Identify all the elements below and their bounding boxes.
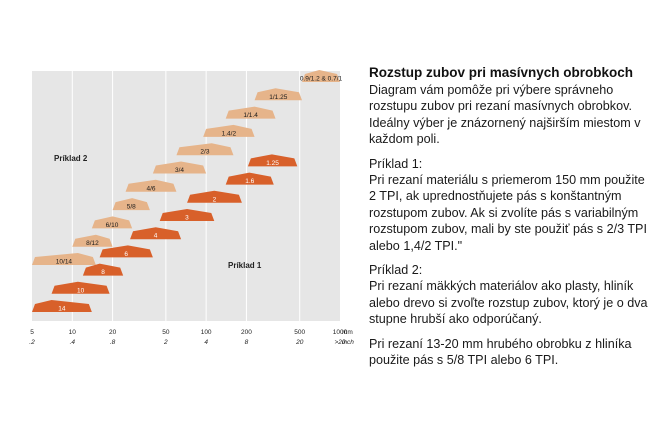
x-tick-inch: >20 (334, 339, 345, 346)
constant-pitch-band-label: 6 (124, 251, 128, 258)
constant-pitch-band (99, 245, 153, 258)
aluminium-note: Pri rezaní 13-20 mm hrubého obrobku z hl… (369, 336, 632, 368)
x-tick-mm: 10 (69, 329, 77, 336)
variable-pitch-band-label: 6/10 (106, 222, 119, 229)
x-tick-mm: 1000 (333, 329, 348, 336)
x-tick-inch: 4 (204, 339, 208, 346)
constant-pitch-band (247, 154, 298, 167)
constant-pitch-band (225, 172, 274, 185)
x-tick-mm: 50 (162, 329, 170, 336)
constant-pitch-band (130, 227, 182, 240)
example-1-label: Príklad 1: (369, 156, 423, 171)
constant-pitch-band-label: 2 (213, 196, 217, 203)
variable-pitch-band (32, 253, 96, 265)
variable-pitch-band-label: 8/12 (86, 240, 99, 247)
variable-pitch-bands: 10/14 8/12 6/10 5/8 4/6 3/4 2/3 1.4/2 1/1.4 1/1.2… (32, 70, 343, 266)
example-2-label: Príklad 2: (369, 263, 423, 278)
variable-pitch-band (254, 88, 302, 101)
constant-pitch-band (159, 209, 215, 221)
intro-paragraph: Diagram vám pomôže pri výbere správneho … (369, 83, 641, 147)
constant-pitch-band (32, 300, 92, 312)
x-tick-mm: 100 (201, 329, 212, 336)
variable-pitch-band-label: 1.4/2 (222, 130, 237, 137)
description-panel: Rozstup zubov pri masívnych obrobkoch Di… (369, 64, 649, 377)
variable-pitch-band (225, 106, 276, 119)
x-unit-mm: mm (342, 329, 353, 336)
x-tick-inch: .8 (110, 339, 116, 346)
x-tick-inch: .2 (29, 339, 35, 346)
x-unit-inch: inch (342, 339, 354, 346)
variable-pitch-band (301, 70, 340, 82)
x-tick-mm: 5 (30, 329, 34, 336)
example-2-block: Príklad 2: Pri rezaní mäkkých materiálov… (369, 262, 649, 328)
variable-pitch-band-label: 2/3 (200, 149, 209, 156)
variable-pitch-band-label: 1/1.25 (269, 94, 287, 101)
variable-pitch-band (203, 124, 255, 137)
constant-pitch-bands: 14 10 8 6 4 3 2 1.6 1.25 (32, 154, 298, 313)
example-1-block: Príklad 1: Pri rezaní materiálu s prieme… (369, 156, 649, 254)
annotation-example-1: Príklad 1 (228, 261, 262, 270)
constant-pitch-band-label: 4 (154, 233, 158, 240)
constant-pitch-band (82, 263, 124, 276)
constant-pitch-band (187, 190, 242, 203)
chart-background (32, 71, 340, 321)
annotation-example-2: Príklad 2 (54, 154, 88, 163)
example-1-text: Pri rezaní materiálu s priemerom 150 mm … (369, 173, 647, 253)
constant-pitch-band-label: 10 (77, 287, 85, 294)
x-tick-inch: 20 (295, 339, 304, 346)
variable-pitch-band-label: 1/1.4 (243, 112, 258, 119)
variable-pitch-band (152, 161, 207, 174)
variable-pitch-band (91, 216, 133, 229)
constant-pitch-band-label: 1.6 (245, 178, 254, 185)
constant-pitch-band-label: 14 (58, 306, 66, 313)
constant-pitch-band (51, 281, 110, 294)
constant-pitch-band-label: 8 (101, 269, 105, 276)
variable-pitch-band-label: 10/14 (56, 259, 73, 266)
variable-pitch-band-label: 3/4 (175, 167, 184, 174)
x-tick-inch: .4 (70, 339, 76, 346)
x-tick-mm: 500 (294, 329, 305, 336)
constant-pitch-band-label: 3 (185, 215, 189, 222)
variable-pitch-band (176, 143, 234, 156)
x-tick-inch: 8 (245, 339, 249, 346)
x-tick-mm: 20 (109, 329, 117, 336)
x-tick-mm: 200 (241, 329, 252, 336)
x-tick-inch: 2 (163, 339, 168, 346)
variable-pitch-band (112, 198, 150, 211)
section-heading: Rozstup zubov pri masívnych obrobkoch (369, 65, 634, 80)
constant-pitch-band-label: 1.25 (266, 160, 279, 167)
variable-pitch-band-label: 0.9/1.2 & 0.7/1 (300, 76, 343, 83)
variable-pitch-band-label: 4/6 (146, 185, 155, 192)
variable-pitch-band (72, 234, 113, 247)
variable-pitch-band (125, 179, 177, 192)
x-axis: 5 .2 10 .4 20 .8 50 2 100 4 200 8 500 20 1000 >20 mm inch (29, 329, 354, 346)
variable-pitch-band-label: 5/8 (127, 204, 136, 211)
example-2-text: Pri rezaní mäkkých materiálov ako plasty… (369, 279, 648, 327)
